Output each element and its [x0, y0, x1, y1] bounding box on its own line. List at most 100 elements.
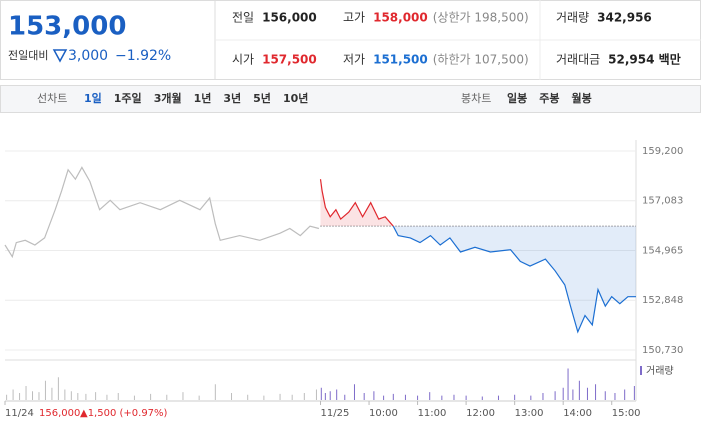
volume-bar	[44, 380, 46, 400]
volume-bar	[441, 395, 443, 400]
volume-bar	[106, 394, 108, 400]
toolbar-label: 선차트	[37, 92, 67, 105]
volume-bar	[166, 394, 168, 400]
field-note: (하한가 107,500)	[433, 53, 529, 67]
volume-bar	[336, 389, 338, 400]
period-tab[interactable]: 3년	[223, 91, 241, 105]
volume-bar	[624, 389, 626, 400]
field-value: 158,000	[373, 11, 428, 25]
price-line	[4, 166, 320, 259]
volume-bar	[604, 391, 606, 400]
x-tick-label: 11:00	[418, 408, 447, 419]
volume-bar	[497, 395, 499, 400]
volume-bar	[595, 384, 597, 400]
field-label: 시가	[232, 53, 254, 67]
volume-bar	[429, 392, 431, 400]
change-label: 전일대비	[8, 48, 48, 62]
price-line-down	[392, 226, 636, 334]
volume-bar	[315, 389, 317, 400]
volume-bar	[383, 395, 385, 400]
volume-bar	[19, 393, 21, 400]
candle-tab[interactable]: 월봉	[572, 91, 592, 105]
volume-bar	[554, 391, 556, 400]
field-value: 52,954 백만	[608, 52, 681, 67]
volume-bar	[150, 393, 152, 400]
volume-bar	[542, 393, 544, 400]
x-tick-label: 14:00	[563, 408, 592, 419]
volume-bar	[198, 395, 200, 400]
change-pct: −1.92%	[115, 48, 171, 64]
field-value: 151,500	[373, 53, 428, 67]
x-tick-label: 13:00	[515, 408, 544, 419]
volume-bar	[465, 395, 467, 400]
price: 153,000	[8, 12, 126, 42]
period-tab[interactable]: 10년	[283, 91, 308, 105]
y-tick-label: 154,965	[642, 246, 683, 257]
volume-bar	[32, 391, 34, 400]
volume-bar	[586, 387, 588, 400]
volume-bar	[404, 394, 406, 400]
volume-bar	[392, 393, 394, 400]
volume-bar	[57, 377, 59, 400]
volume-legend-icon	[640, 366, 642, 375]
x-tick-label: 11/24	[5, 408, 34, 419]
prev-close: 156,000	[39, 408, 80, 419]
field-label: 전일	[232, 11, 254, 25]
price-line-up	[319, 179, 394, 227]
volume-bar	[329, 391, 331, 400]
x-tick-label: 11/25	[321, 408, 350, 419]
x-tick-label: 15:00	[612, 408, 641, 419]
candle-tab[interactable]: 주봉	[539, 92, 559, 105]
volume-bar	[453, 394, 455, 400]
period-tab[interactable]: 1년	[194, 91, 212, 105]
field-value: 157,500	[262, 53, 317, 67]
volume-bar	[182, 392, 184, 400]
field-label: 거래대금	[556, 53, 600, 67]
field-value: 156,000	[262, 11, 317, 25]
field-note: (상한가 198,500)	[433, 11, 529, 25]
period-tab[interactable]: 5년	[253, 91, 271, 105]
volume-bar	[353, 384, 355, 400]
area-down	[320, 226, 636, 332]
volume-bar	[12, 389, 14, 400]
volume-bar	[324, 393, 326, 400]
period-tab[interactable]: 1주일	[114, 91, 142, 105]
volume-bar	[51, 387, 53, 400]
candle-tab[interactable]: 일봉	[507, 91, 527, 105]
volume-legend: 거래량	[646, 365, 674, 377]
volume-bar	[25, 386, 27, 400]
volume-bar	[263, 395, 265, 400]
field-label: 저가	[343, 53, 365, 67]
x-tick-label: 12:00	[466, 408, 495, 419]
volume-bar	[614, 393, 616, 400]
volume-bar	[363, 393, 365, 400]
volume-bar	[279, 393, 281, 400]
volume-bar	[95, 392, 97, 400]
volume-bar	[572, 389, 574, 400]
volume-bar	[38, 392, 40, 400]
period-tab[interactable]: 1일	[84, 91, 102, 105]
volume-bar	[320, 387, 322, 400]
volume-bar	[77, 393, 79, 400]
volume-bar	[578, 380, 580, 400]
volume-bar	[133, 395, 135, 400]
volume-bar	[291, 394, 293, 400]
area-up	[320, 179, 394, 227]
toolbar	[0, 85, 701, 113]
y-tick-label: 150,730	[642, 345, 683, 356]
volume-bar	[85, 393, 87, 400]
change: 3,000	[68, 48, 108, 64]
y-tick-label: 152,848	[642, 295, 683, 306]
prev-change: ▲1,500 (+0.97%)	[80, 408, 168, 419]
y-tick-label: 159,200	[642, 146, 683, 157]
down-arrow-icon	[52, 49, 68, 63]
toolbar-label: 봉차트	[461, 92, 491, 105]
field-label: 고가	[343, 11, 365, 25]
volume-bar	[530, 395, 532, 400]
period-tab[interactable]: 3개월	[154, 91, 182, 105]
volume-bar	[247, 394, 249, 400]
volume-bar	[373, 391, 375, 400]
volume-bar	[417, 395, 419, 400]
volume-bar	[64, 389, 66, 400]
